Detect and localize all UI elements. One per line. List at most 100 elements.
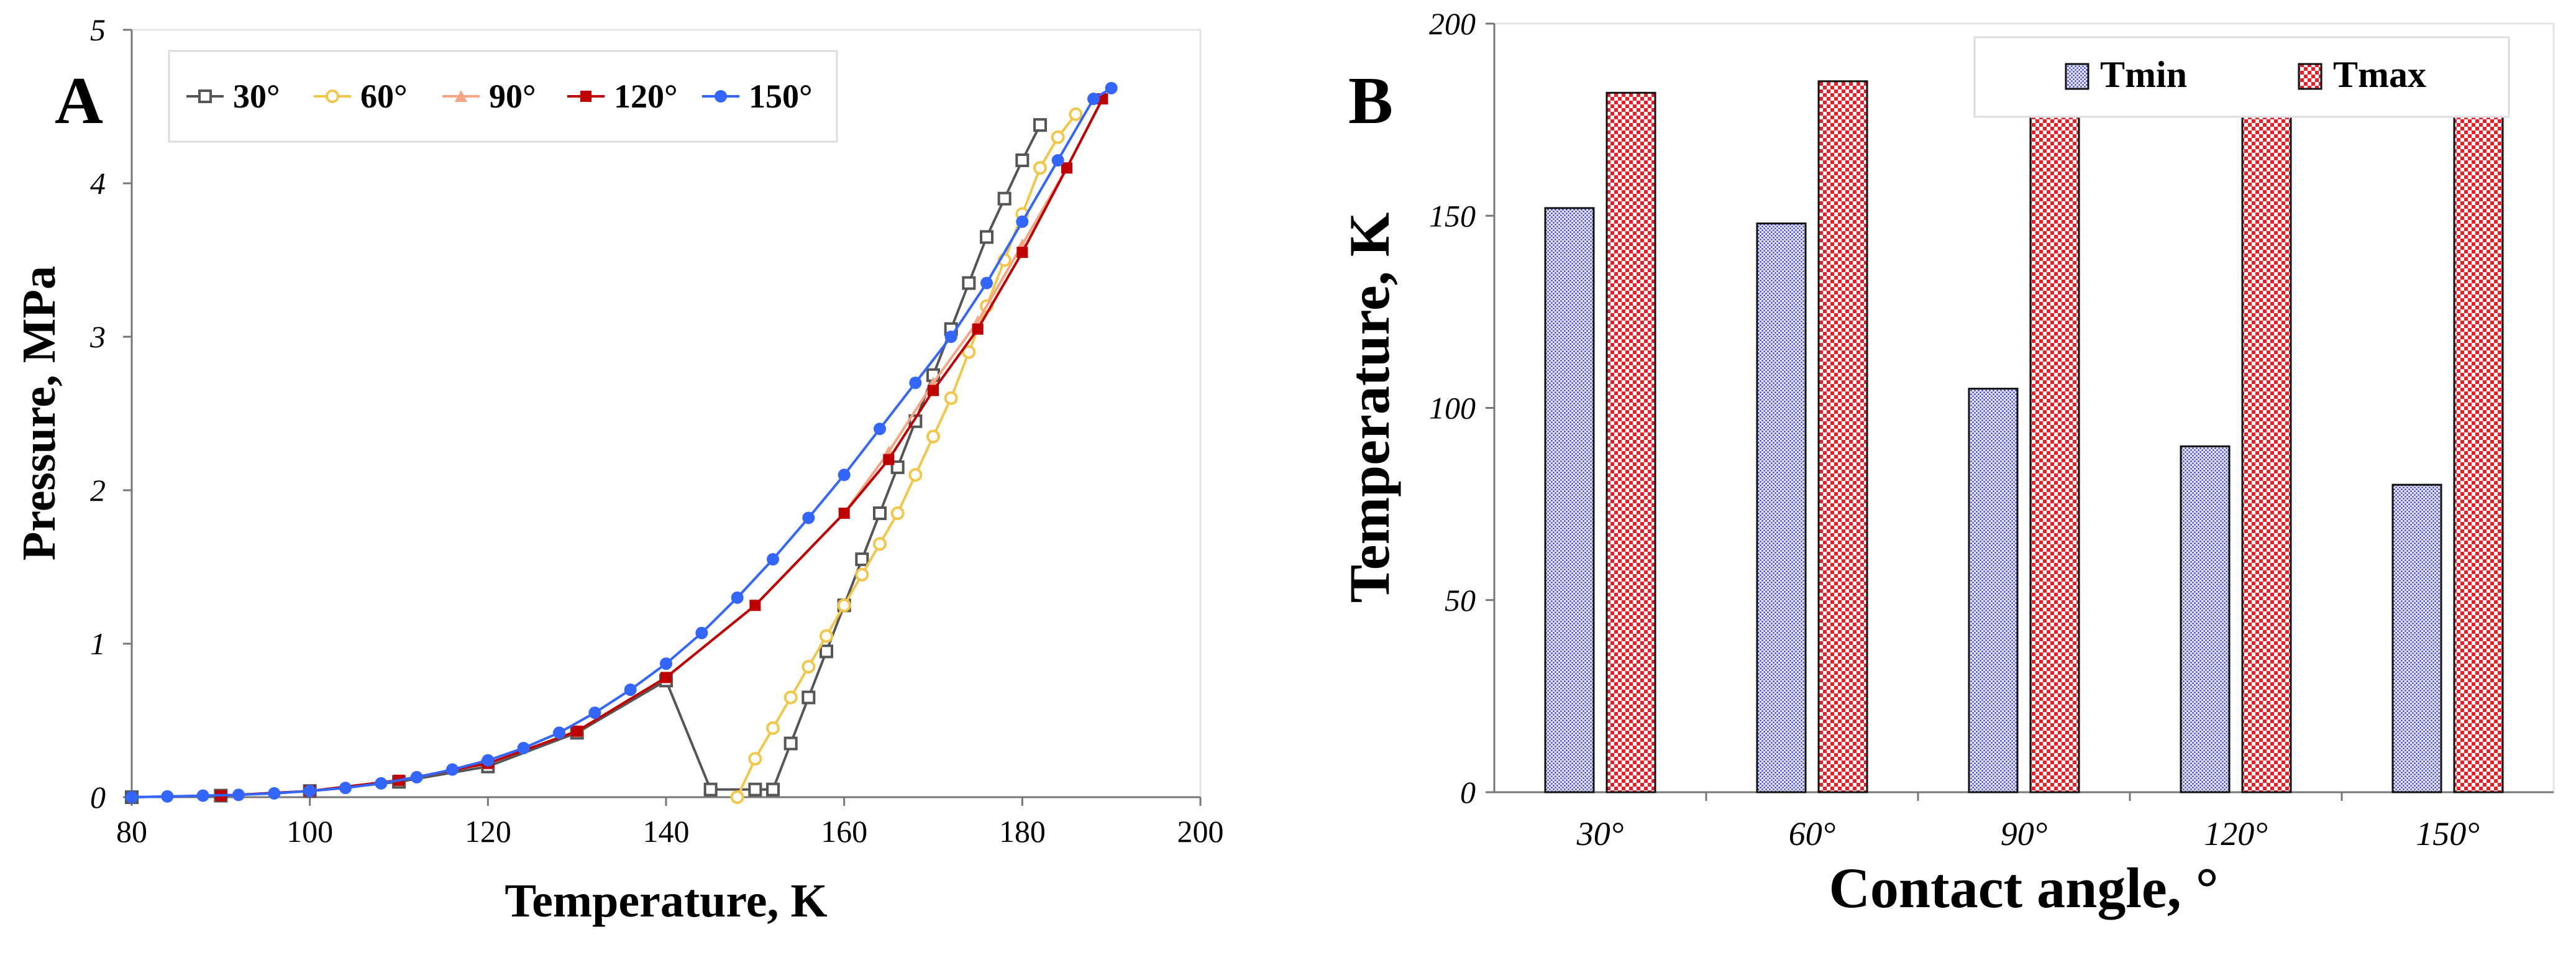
data-point [837, 598, 851, 613]
panel-a-y-tick-label: 3 [89, 319, 106, 354]
legend-entry-tmin: Tmin [2065, 54, 2187, 95]
data-point [1087, 93, 1100, 106]
legend-entry-5: 150° [702, 78, 813, 115]
panel-b-y-tick-label: 150 [1429, 198, 1476, 233]
panel-a-x-axis-title: Temperature, K [505, 875, 827, 927]
data-point [802, 660, 816, 674]
bar-tmin-1 [1544, 207, 1595, 793]
panel-b-y-tick-label: 100 [1429, 391, 1476, 426]
bar-tmax-4 [2241, 68, 2292, 793]
panel-b-y-tick-label: 200 [1429, 6, 1476, 41]
bar-tmin-3 [1968, 388, 2019, 793]
panel-b-bars [1544, 61, 2504, 793]
series-path [131, 87, 1112, 798]
bar-tmin-4 [2180, 445, 2231, 793]
panel-b-legend-box [1973, 36, 2510, 118]
series-path [221, 98, 1104, 797]
panel-a-y-axis-title: Pressure, MPa [13, 266, 65, 560]
data-point [196, 789, 209, 802]
data-point [703, 782, 718, 797]
panel-a-x-tick-label: 180 [999, 814, 1046, 849]
data-point [972, 323, 984, 335]
panel-b-x-tick-label: 90° [2001, 815, 2048, 852]
data-point [731, 591, 744, 604]
panel-a-y-tick-label: 5 [90, 12, 106, 47]
panel-b-y-axis-title: Temperature, K [1338, 212, 1401, 603]
data-point [410, 770, 423, 784]
legend-marker [715, 90, 727, 103]
data-point [1016, 215, 1029, 228]
data-point [1015, 153, 1030, 167]
bar-tmin-5 [2391, 483, 2442, 793]
panel-b-x-tick-label: 60° [1789, 815, 1836, 852]
legend-label: 150° [749, 78, 813, 115]
panel-b-y-tick-label: 0 [1460, 775, 1476, 810]
data-point [660, 672, 672, 683]
series-line-1 [125, 118, 1047, 804]
data-point [962, 276, 976, 290]
data-point [873, 537, 887, 551]
data-point [820, 629, 833, 643]
data-point [571, 725, 583, 737]
data-point [553, 726, 565, 739]
data-point [802, 690, 816, 705]
legend-marker [580, 91, 591, 102]
data-point [873, 506, 887, 521]
data-point [1061, 162, 1072, 174]
panel-a-legend: 30° 60° 90° 120° 150° [168, 50, 838, 143]
data-point [980, 276, 993, 290]
panel-a-x-tick-label: 80 [116, 814, 147, 849]
data-point [909, 377, 922, 390]
legend-marker [455, 90, 467, 102]
panel-a-x-tick-label: 100 [286, 814, 333, 849]
data-point [820, 644, 833, 659]
data-point [517, 741, 530, 754]
bar-tmax-3 [2029, 72, 2080, 793]
data-point [1016, 247, 1028, 258]
bar-tmax-2 [1817, 80, 1868, 793]
bar-tmax-5 [2453, 61, 2504, 793]
data-point [855, 552, 869, 567]
data-point [1105, 81, 1118, 94]
data-point [944, 391, 958, 405]
bar-tmax-1 [1605, 91, 1656, 793]
panel-b-label: B [1348, 64, 1393, 138]
data-point [838, 468, 851, 482]
data-point [303, 785, 316, 798]
panel-b-x-tick-label: 150° [2416, 815, 2480, 852]
data-point [802, 511, 815, 524]
legend-entry-4: 120° [567, 78, 678, 115]
panel-b-ticks [1486, 22, 2343, 801]
data-point [126, 791, 138, 803]
panel-b-x-tick-label: 120° [2204, 815, 2268, 852]
data-point [161, 790, 174, 803]
legend-label: 30° [233, 78, 280, 115]
data-point [908, 468, 923, 482]
panel-a-x-tick-label: 140 [643, 814, 690, 849]
legend-entry-3: 90° [442, 78, 536, 115]
data-point [783, 736, 798, 751]
data-point [268, 787, 281, 800]
data-point [997, 191, 1012, 206]
panel-a-y-tick-label: 1 [90, 626, 106, 661]
panel-b-tick-labels: 0 50 100 150 200 30° 60° 90° 120° 150° [1429, 6, 2480, 852]
panel-a-tick-labels: 80 100 120 140 160 180 200 0 1 2 3 4 5 [89, 12, 1224, 849]
data-point [1051, 153, 1064, 167]
data-point [695, 626, 708, 639]
panel-a-y-tick-label: 0 [90, 780, 106, 815]
data-point [446, 763, 459, 776]
bar-tmin-2 [1756, 222, 1807, 793]
data-point [482, 754, 495, 767]
legend-label: Tmin [2100, 54, 2187, 95]
panel-a-y-tick-label: 4 [90, 166, 106, 201]
legend-swatch [2298, 63, 2323, 90]
data-point [883, 454, 895, 465]
panel-a-ticks [123, 29, 1202, 806]
series-line-5 [126, 81, 1118, 803]
data-point [767, 553, 779, 566]
data-point [588, 706, 601, 720]
legend-swatch [2065, 63, 2090, 90]
data-point [748, 752, 762, 766]
panel-a-label: A [55, 64, 103, 138]
data-point [944, 331, 957, 343]
